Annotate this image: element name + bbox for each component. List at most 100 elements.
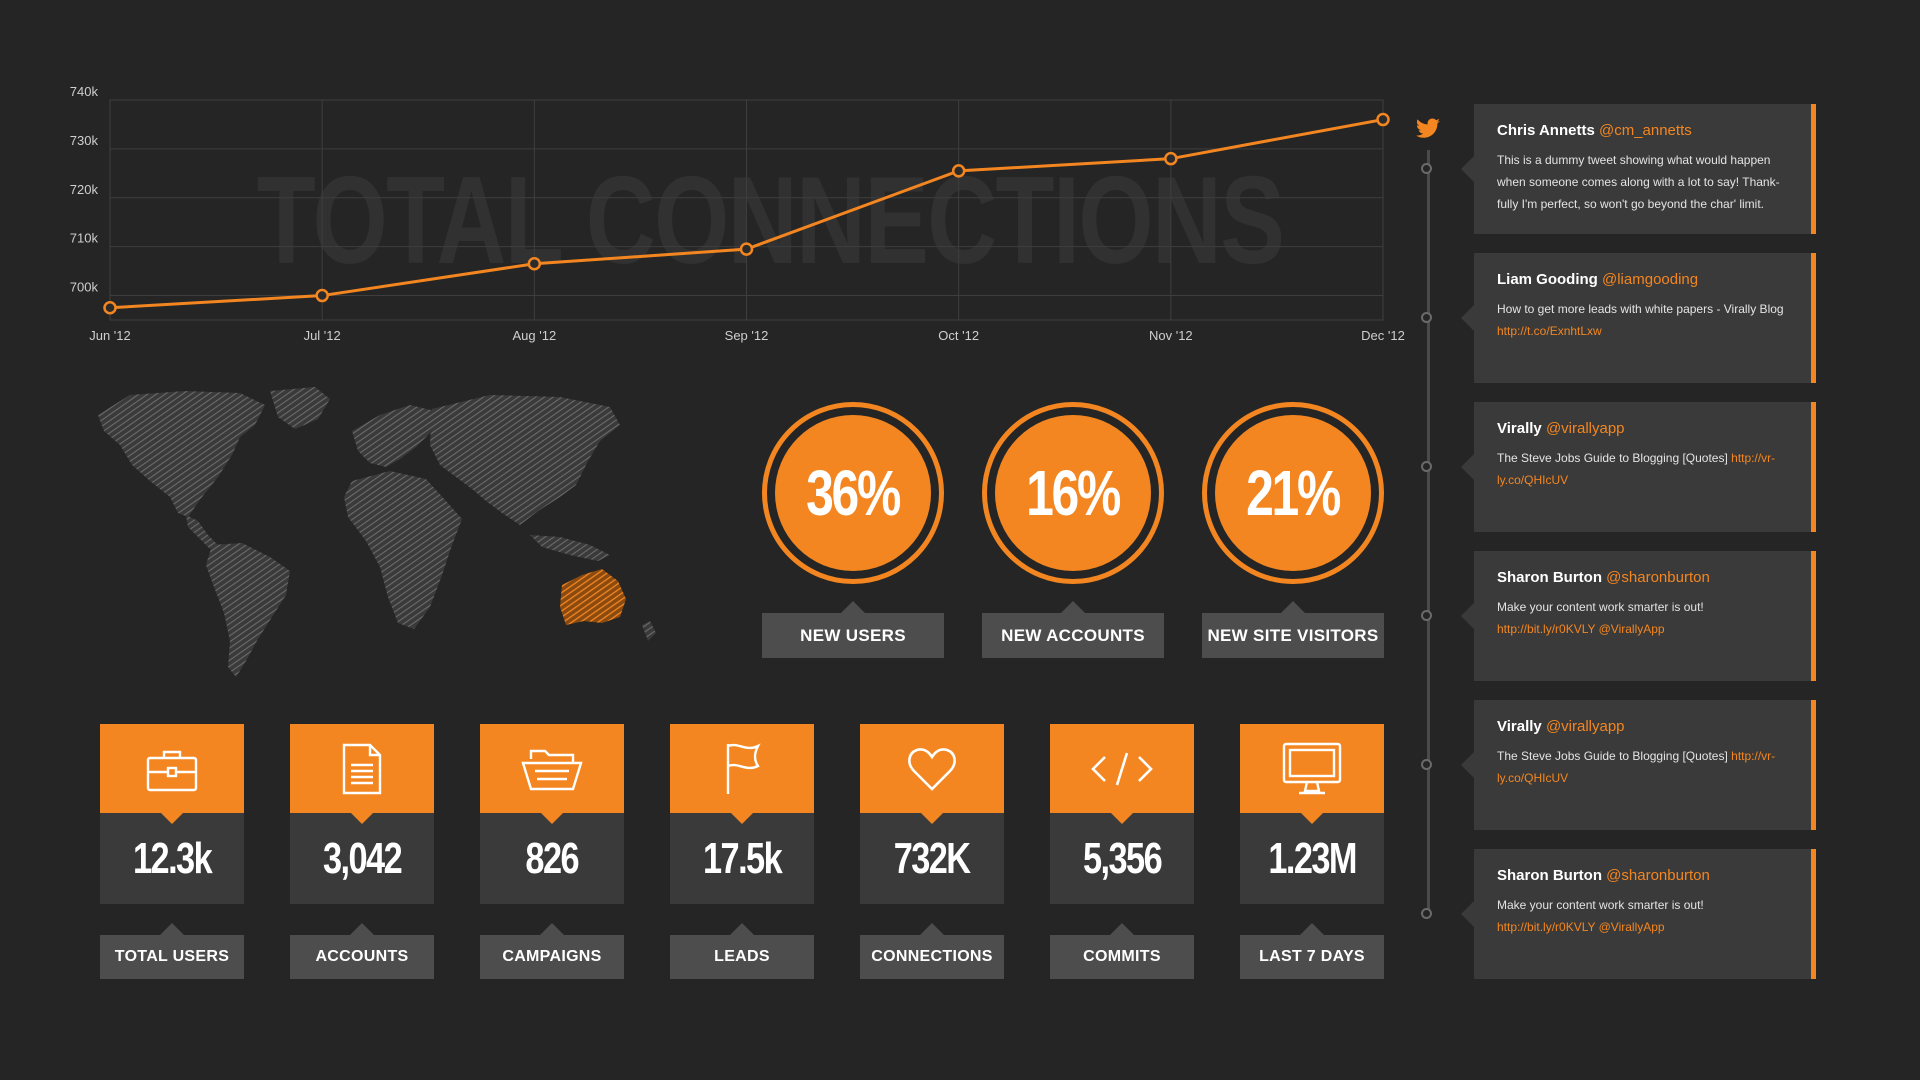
card-value-box: 17.5k	[670, 813, 814, 904]
stat-label: LAST 7 DAYS	[1240, 923, 1384, 979]
card-value-box: 826	[480, 813, 624, 904]
stat-card-commits: 5,356 COMMITS	[1050, 724, 1194, 979]
tweet-link[interactable]: http://bit.ly/r0KVLY @VirallyApp	[1497, 622, 1665, 636]
tweet-link[interactable]: http://t.co/ExnhtLxw	[1497, 324, 1602, 338]
chart-data-point	[1376, 112, 1390, 127]
tweet-header: Sharon Burton @sharonburton	[1497, 569, 1791, 586]
tweet-text: How to get more leads with white papers …	[1497, 302, 1784, 316]
card-value-box: 12.3k	[100, 813, 244, 904]
ring-outline: 36%	[762, 402, 944, 584]
continent-europe	[352, 405, 435, 467]
timeline-dot	[1421, 312, 1432, 323]
tweet-text: The Steve Jobs Guide to Blogging [Quotes…	[1497, 451, 1728, 465]
card-icon-area	[100, 724, 244, 824]
chart-data-point	[103, 301, 117, 315]
continent-indonesia	[530, 535, 610, 561]
chart-y-tick-label: 700k	[70, 280, 99, 295]
timeline-dot	[1421, 461, 1432, 472]
tweet-header: Virally @virallyapp	[1497, 420, 1791, 437]
stat-value: 5,356	[1082, 833, 1163, 883]
timeline-dot	[1421, 908, 1432, 919]
card-icon-area	[1240, 724, 1384, 824]
tweet-author: Sharon Burton	[1497, 867, 1602, 884]
chart-y-tick-label: 730k	[70, 133, 99, 148]
tweet-body: The Steve Jobs Guide to Blogging [Quotes…	[1497, 447, 1791, 491]
world-map	[98, 387, 656, 677]
tweet-author: Virally	[1497, 420, 1542, 437]
tweet-link[interactable]: http://bit.ly/r0KVLY @VirallyApp	[1497, 920, 1665, 934]
stat-value: 732K	[894, 833, 971, 883]
card-icon-area	[860, 724, 1004, 824]
tweet-handle[interactable]: @sharonburton	[1606, 569, 1710, 586]
card-value-box: 3,042	[290, 813, 434, 904]
stat-card-last-7-days: 1.23M LAST 7 DAYS	[1240, 724, 1384, 979]
ring-label: NEW SITE VISITORS	[1202, 601, 1384, 658]
chart-x-tick-label: Nov '12	[1149, 328, 1193, 343]
document-icon	[342, 743, 382, 794]
tweet-author: Virally	[1497, 718, 1542, 735]
continent-greenland	[270, 387, 330, 429]
tweet-text: Make your content work smarter is out!	[1497, 600, 1704, 614]
timeline-dot	[1421, 610, 1432, 621]
stat-card-campaigns: 826 CAMPAIGNS	[480, 724, 624, 979]
tweet-link[interactable]: http://vr-ly.co/QHIcUV	[1497, 749, 1776, 785]
stat-card-total-users: 12.3k TOTAL USERS	[100, 724, 244, 979]
stat-value: 12.3k	[132, 833, 213, 883]
stat-label: CONNECTIONS	[860, 923, 1004, 979]
tweet-handle[interactable]: @virallyapp	[1545, 718, 1625, 735]
tweet-body: The Steve Jobs Guide to Blogging [Quotes…	[1497, 745, 1791, 789]
heart-icon	[908, 747, 956, 791]
ring-new-users: 36% NEW USERS	[762, 402, 944, 658]
stat-card-accounts: 3,042 ACCOUNTS	[290, 724, 434, 979]
continents	[98, 387, 620, 677]
stat-label: LEADS	[670, 923, 814, 979]
ring-outline: 21%	[1202, 402, 1384, 584]
continent-asia	[430, 395, 620, 525]
ring-value: 16%	[1026, 457, 1122, 529]
tweet-body: Make your content work smarter is out! ht…	[1497, 596, 1791, 640]
chart-x-tick-label: Dec '12	[1361, 328, 1405, 343]
stat-label: TOTAL USERS	[100, 923, 244, 979]
tweet-header: Liam Gooding @liamgooding	[1497, 271, 1791, 288]
continent-central-america	[186, 515, 218, 549]
chart-y-tick-label: 740k	[70, 84, 99, 99]
tweet-card[interactable]: Virally @virallyapp The Steve Jobs Guide…	[1461, 402, 1816, 532]
tweet-card[interactable]: Sharon Burton @sharonburton Make your co…	[1461, 551, 1816, 681]
tweet-handle[interactable]: @cm_annetts	[1598, 122, 1692, 139]
card-icon-area	[480, 724, 624, 824]
chart-data-point	[951, 164, 966, 178]
tweet-link[interactable]: http://vr-ly.co/QHIcUV	[1497, 451, 1776, 487]
tweet-body: Make your content work smarter is out! ht…	[1497, 894, 1791, 938]
ring-outline: 16%	[982, 402, 1164, 584]
tweet-handle[interactable]: @liamgooding	[1602, 271, 1699, 288]
card-icon-area	[290, 724, 434, 824]
stat-value: 3,042	[322, 833, 403, 883]
chart-data-point	[527, 257, 542, 271]
timeline-dot	[1421, 163, 1432, 174]
tweet-card[interactable]: Sharon Burton @sharonburton Make your co…	[1461, 849, 1816, 979]
monitor-icon	[1282, 742, 1342, 794]
chart-y-ticks: 700k 710k 720k 730k 740k	[70, 84, 99, 295]
chart-x-tick-label: Jul '12	[304, 328, 341, 343]
tweet-author: Chris Annetts	[1497, 122, 1595, 139]
stat-card-connections: 732K CONNECTIONS	[860, 724, 1004, 979]
stat-label: ACCOUNTS	[290, 923, 434, 979]
total-connections-chart: TOTAL CONNECTIONS 700k 710k 720k 730k 740k J…	[70, 84, 1405, 343]
ring-label: NEW USERS	[762, 601, 944, 658]
tweet-card[interactable]: Chris Annetts @cm_annetts This is a dumm…	[1461, 104, 1816, 234]
card-value-box: 1.23M	[1240, 813, 1384, 904]
ring-value: 21%	[1246, 457, 1342, 529]
card-value-box: 732K	[860, 813, 1004, 904]
continent-new-zealand	[642, 621, 656, 641]
tweet-author: Liam Gooding	[1497, 271, 1598, 288]
tweet-header: Virally @virallyapp	[1497, 718, 1791, 735]
tweet-handle[interactable]: @virallyapp	[1545, 420, 1625, 437]
briefcase-icon	[146, 750, 198, 791]
ring-fill: 16%	[995, 415, 1151, 571]
tweet-card[interactable]: Liam Gooding @liamgooding How to get mor…	[1461, 253, 1816, 383]
tweet-card[interactable]: Virally @virallyapp The Steve Jobs Guide…	[1461, 700, 1816, 830]
code-icon	[1091, 752, 1153, 785]
card-icon-area	[670, 724, 814, 824]
stat-value: 826	[525, 833, 580, 883]
tweet-handle[interactable]: @sharonburton	[1606, 867, 1710, 884]
